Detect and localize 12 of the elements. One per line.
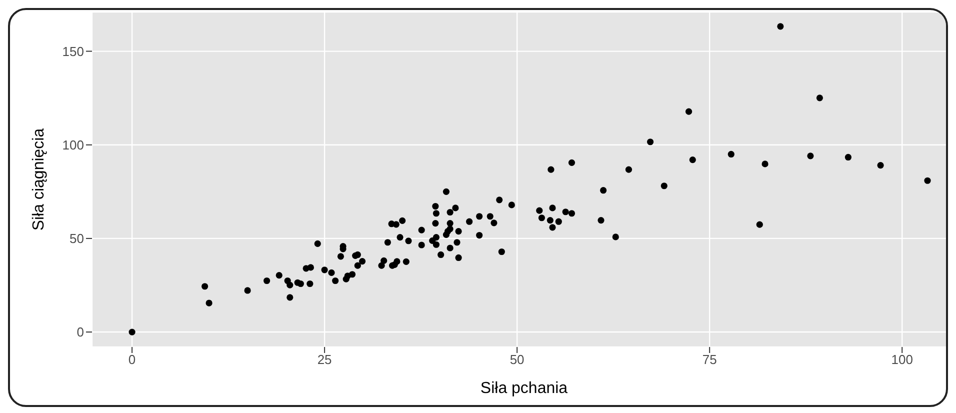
x-tick-label: 75 bbox=[702, 352, 717, 368]
rounded-frame: 0 25 50 75 100 Siła pchania 0 50 100 150 Siła ciągnięcia bbox=[8, 8, 948, 407]
x-tick-label: 0 bbox=[128, 352, 136, 368]
x-axis-title: Siła pchania bbox=[480, 380, 568, 397]
y-tick-label: 50 bbox=[70, 231, 84, 246]
y-tick-label: 100 bbox=[62, 137, 84, 152]
y-tick-label: 150 bbox=[62, 44, 84, 59]
x-tick-label: 50 bbox=[510, 352, 524, 368]
x-tick-label: 100 bbox=[891, 352, 913, 368]
x-tick-label: 25 bbox=[317, 352, 332, 368]
y-tick-label: 0 bbox=[76, 324, 84, 340]
y-axis-title: Siła ciągnięcia bbox=[30, 128, 48, 231]
